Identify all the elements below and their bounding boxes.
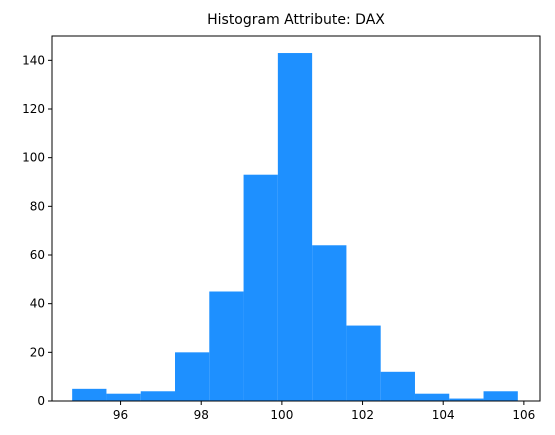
histogram-bar-10 — [414, 393, 450, 401]
x-axis: 96 98 100 102 104 106 — [113, 401, 535, 422]
x-tick-label-3: 102 — [351, 408, 374, 422]
histogram-bar-3 — [175, 352, 210, 401]
histogram-bar-8 — [346, 325, 381, 401]
histogram-bar-5 — [243, 174, 278, 401]
y-tick-label-7: 140 — [22, 53, 45, 67]
y-tick-label-0: 0 — [37, 394, 45, 408]
x-tick-label-0: 96 — [113, 408, 128, 422]
y-tick-label-2: 40 — [30, 297, 45, 311]
y-tick-label-6: 120 — [22, 102, 45, 116]
x-tick-label-1: 98 — [194, 408, 209, 422]
histogram-bar-1 — [106, 393, 141, 401]
y-tick-label-1: 20 — [30, 345, 45, 359]
plot-frame — [51, 35, 541, 402]
histogram-bar-2 — [140, 391, 176, 401]
x-tick-label-5: 106 — [512, 408, 535, 422]
histogram-bar-4 — [209, 291, 244, 401]
histogram-bar-11 — [449, 398, 484, 401]
y-tick-label-4: 80 — [30, 199, 45, 213]
histogram-bar-7 — [312, 245, 347, 401]
histogram-bar-6 — [277, 53, 313, 402]
x-tick-label-4: 104 — [432, 408, 455, 422]
x-tick-label-2: 100 — [270, 408, 293, 422]
histogram-bars — [72, 53, 518, 402]
histogram-bar-0 — [72, 388, 107, 401]
y-tick-label-3: 60 — [30, 248, 45, 262]
chart-title: Histogram Attribute: DAX — [207, 12, 385, 28]
y-axis: 0 20 40 60 80 100 120 140 — [22, 53, 52, 408]
histogram-bar-12 — [483, 391, 518, 401]
histogram-bar-9 — [380, 371, 415, 401]
y-tick-label-5: 100 — [22, 151, 45, 165]
